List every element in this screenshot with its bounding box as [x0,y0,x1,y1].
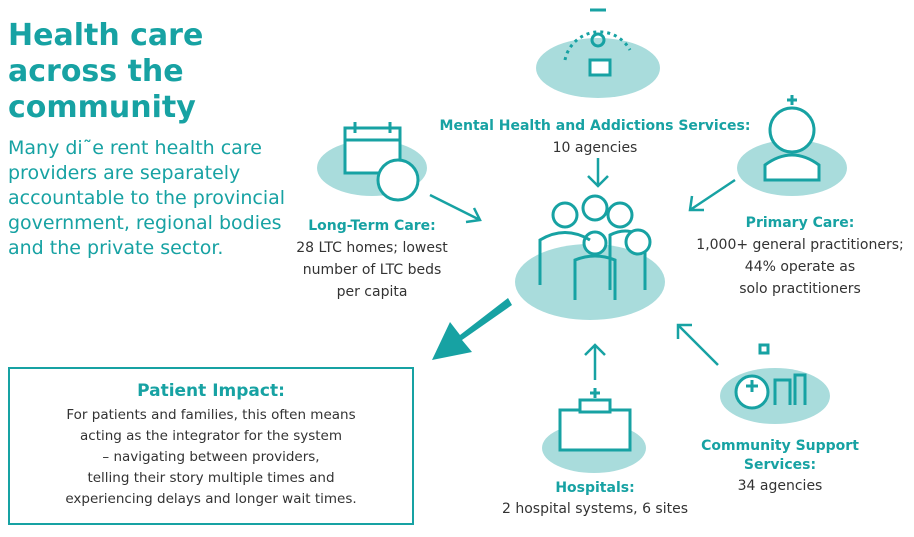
impact-line: acting as the integrator for the system [80,428,342,444]
impact-line: experiencing delays and longer wait time… [65,491,357,507]
node-line: 28 LTC homes; lowest [296,240,448,256]
node: Mental Health and Addictions Services: 1… [440,115,751,159]
arrows [429,158,736,380]
node-line: solo practitioners [739,281,861,297]
node-line: 34 agencies [737,478,823,494]
node: Primary Care: 1,000+ general practitione… [696,212,903,300]
node: Community Support Services: 34 agencies [700,437,860,497]
icons [343,8,821,452]
node: Hospitals: 2 hospital systems, 6 sites [502,478,688,520]
node-label: Community Support Services: [701,438,859,473]
big-arrow [432,298,512,360]
impact-line: telling their story multiple times and [87,470,335,486]
node-label: Primary Care: [745,215,855,231]
node-label: Mental Health and Addictions Services: [439,118,751,134]
impact-title: Patient Impact: [137,381,285,401]
node-line: 2 hospital systems, 6 sites [501,501,689,517]
node-line: 1,000+ general practitioners; [696,237,904,253]
node-line: number of LTC beds [302,262,442,278]
node-line: 44% operate as [744,259,856,275]
node-line: per capita [336,284,408,300]
impact-box: Patient Impact: For patients and familie… [8,367,414,525]
node-line: 10 agencies [552,140,638,156]
intro: Many di˜e rent health care providers are… [8,137,286,259]
impact-line: For patients and families, this often me… [66,407,356,423]
node-label: Hospitals: [555,480,635,496]
node-label: Long-Term Care: [308,218,436,234]
node: Long-Term Care: 28 LTC homes; lowest num… [296,215,448,303]
impact-line: – navigating between providers, [102,449,320,465]
title: Health care across the community [8,18,204,125]
